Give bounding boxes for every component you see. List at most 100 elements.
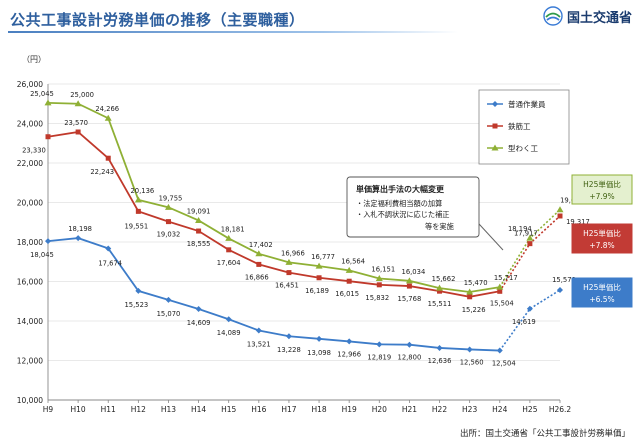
x-tick-label: H9: [43, 405, 54, 414]
data-label: 16,189: [305, 287, 329, 295]
data-point: [345, 266, 353, 273]
data-point: [75, 235, 82, 242]
data-point: [315, 262, 323, 269]
legend-label-series-2: 型わく工: [508, 144, 538, 153]
x-tick-label: H18: [311, 405, 326, 414]
data-point: [436, 344, 443, 351]
legend-marker-square: [492, 123, 498, 129]
data-point: [256, 261, 262, 267]
data-point: [316, 275, 322, 281]
data-point: [105, 245, 112, 252]
data-label: 15,832: [365, 294, 389, 302]
data-point: [104, 114, 112, 121]
data-point: [346, 278, 352, 284]
y-tick-label: 26,000: [17, 80, 43, 89]
data-label: 17,604: [217, 259, 241, 267]
data-label: 15,470: [464, 279, 488, 287]
data-label: 18,045: [30, 251, 54, 259]
data-label: 18,194: [508, 225, 532, 233]
data-point: [526, 234, 534, 241]
data-point: [466, 346, 473, 353]
data-label: 15,070: [157, 310, 181, 318]
x-tick-label: H17: [281, 405, 296, 414]
x-tick-label: H12: [131, 405, 146, 414]
data-point: [467, 294, 473, 300]
x-axis-ticks: H9 H10 H11 H12 H13 H14 H15 H16 H17 H18 H19 H20 H21 H2…: [43, 405, 572, 414]
callout-0-line1: H25単価比: [583, 179, 621, 189]
data-point: [316, 335, 323, 342]
x-tick-label: H26.2: [549, 405, 572, 414]
data-label: 16,015: [335, 290, 359, 298]
data-label: 13,521: [247, 340, 271, 348]
y-tick-label: 14,000: [17, 317, 43, 326]
note-suffix: 等を実施: [425, 222, 454, 231]
callout-rebar-change: H25単価比 +7.8%: [571, 223, 633, 254]
data-point: [527, 241, 533, 247]
y-tick-label: 12,000: [17, 357, 43, 366]
data-label: 20,136: [130, 187, 154, 195]
data-point: [557, 213, 563, 219]
data-label: 15,511: [428, 300, 452, 308]
data-point: [165, 219, 171, 225]
data-point: [165, 296, 172, 303]
series-line-1: [47, 131, 500, 298]
data-label: 14,619: [512, 318, 536, 326]
callout-1-line1: H25単価比: [583, 228, 621, 238]
data-point: [286, 270, 292, 276]
legend-marker-diamond: [492, 101, 498, 107]
data-label: 25,045: [30, 90, 54, 98]
data-point: [285, 333, 292, 340]
page-title: 公共工事設計労務単価の推移（主要職種）: [10, 11, 305, 29]
data-label: 15,717: [494, 274, 518, 282]
data-label: 13,228: [277, 346, 301, 354]
data-label: 17,674: [98, 259, 122, 267]
data-label: 15,570: [552, 276, 576, 284]
x-tick-label: H21: [402, 405, 417, 414]
x-tick-label: H14: [191, 405, 206, 414]
data-label: 16,151: [371, 266, 395, 274]
ministry-name: 国土交通省: [566, 10, 632, 26]
data-label: 19,032: [157, 231, 181, 239]
data-point: [406, 341, 413, 348]
data-point: [196, 228, 202, 234]
data-label: 18,181: [221, 225, 245, 233]
callout-2-line2: +6.5%: [589, 295, 614, 304]
callout-laborer-change: H25単価比 +6.5%: [571, 277, 633, 308]
y-axis-unit-label: （円）: [22, 55, 46, 64]
data-labels: 18,045 18,198 17,674 15,523 15,070 14,609 14,0…: [22, 90, 590, 368]
data-label: 12,819: [367, 353, 391, 361]
legend-label-series-1: 鉄筋工: [508, 121, 531, 131]
data-label: 14,609: [187, 319, 211, 327]
data-point: [496, 283, 504, 290]
data-point: [375, 275, 383, 282]
data-point: [45, 134, 51, 140]
data-label: 15,768: [398, 295, 422, 303]
data-point: [45, 238, 51, 245]
callout-1-line2: +7.8%: [589, 241, 614, 250]
data-point: [44, 99, 52, 106]
data-label: 22,243: [90, 168, 114, 176]
data-point: [225, 316, 232, 323]
data-point: [346, 338, 353, 345]
y-tick-label: 20,000: [17, 199, 43, 208]
y-tick-label: 18,000: [17, 238, 43, 247]
note-item-0: ・法定福利費相当額の加算: [356, 199, 442, 208]
data-point: [226, 247, 232, 253]
series-markers: [44, 99, 564, 354]
data-label: 15,662: [432, 275, 456, 283]
data-point: [466, 288, 474, 295]
data-point: [405, 277, 413, 284]
data-point: [164, 203, 172, 210]
data-point: [437, 288, 443, 294]
data-point: [135, 208, 141, 214]
ministry-logo: 国土交通省: [543, 6, 632, 26]
data-label: 17,917: [514, 230, 538, 238]
data-label: 12,504: [492, 360, 516, 368]
data-label: 12,966: [337, 350, 361, 358]
x-tick-label: H19: [342, 405, 357, 414]
series-line-0: [47, 237, 500, 352]
note-item-1: ・入札不調状況に応じた補正: [356, 210, 449, 219]
callout-2-line1: H25単価比: [583, 282, 621, 292]
data-label: 18,555: [187, 240, 211, 248]
data-label: 25,000: [70, 91, 94, 99]
